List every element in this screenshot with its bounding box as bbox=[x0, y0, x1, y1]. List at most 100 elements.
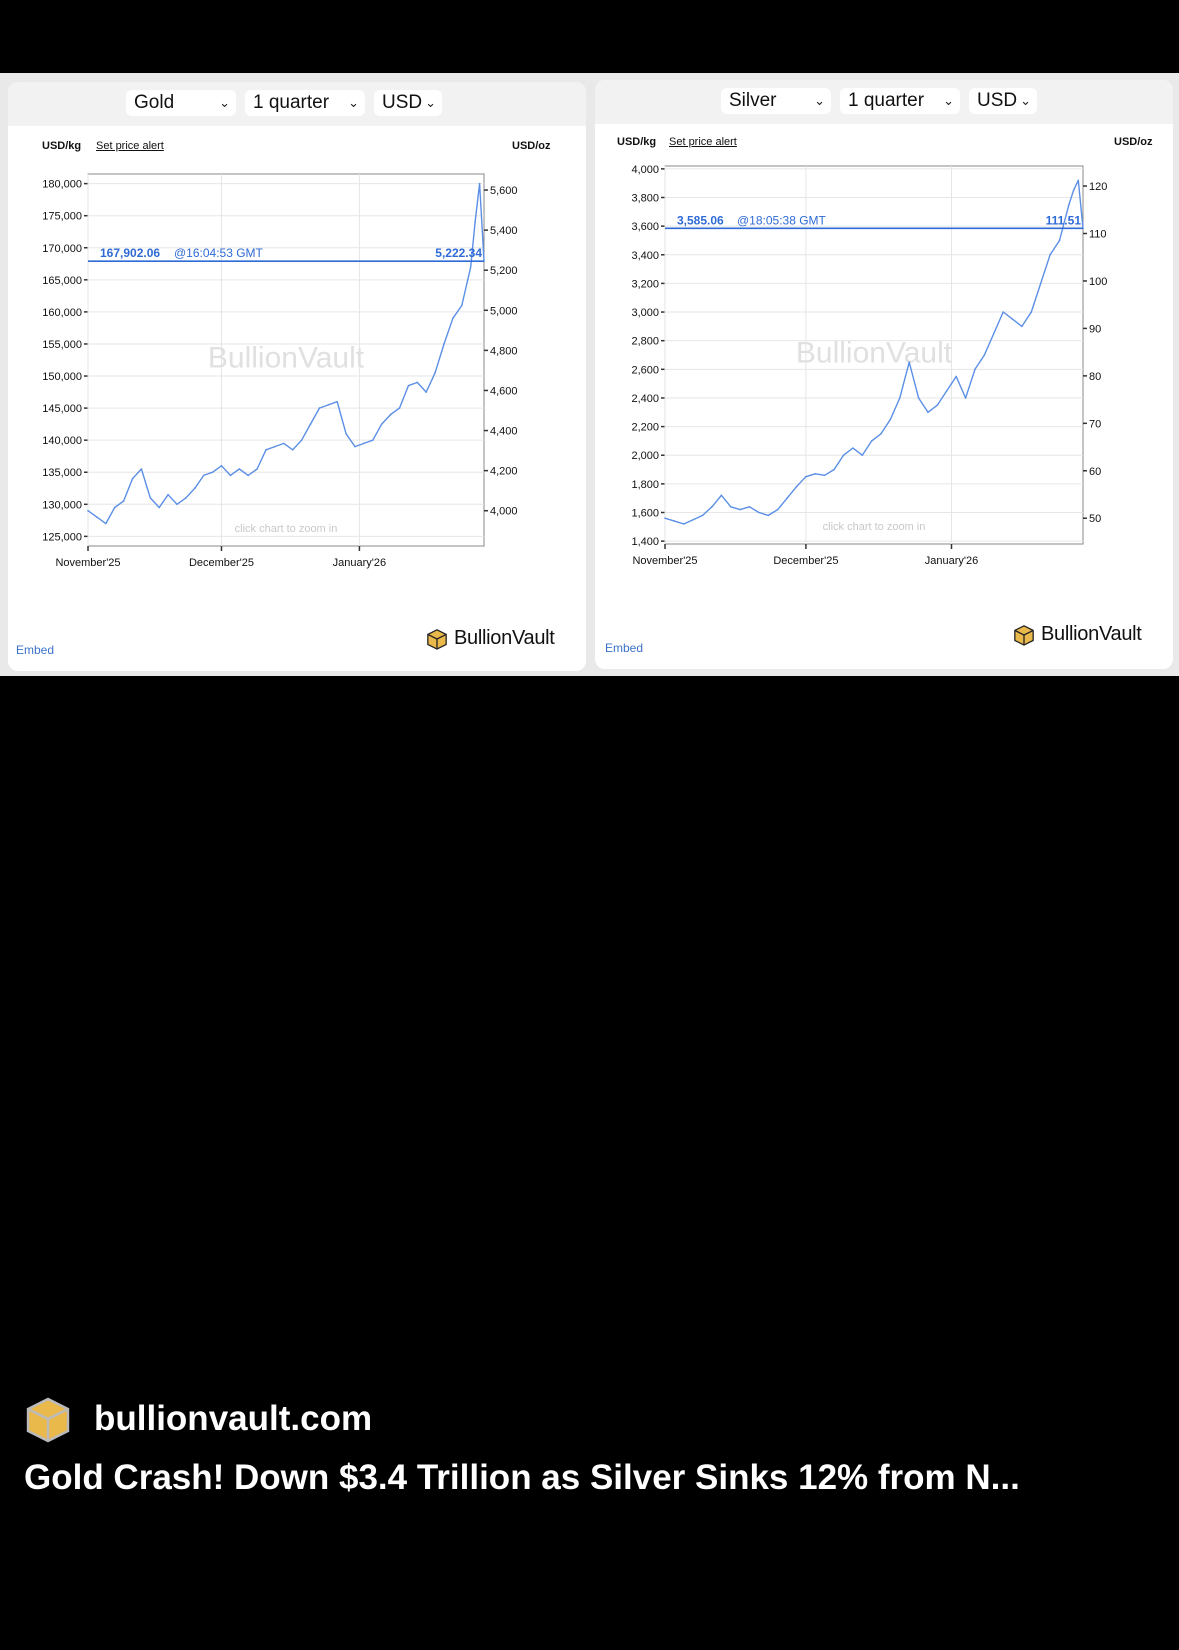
y-tick-label: 125,000 bbox=[42, 531, 82, 543]
data-point bbox=[211, 471, 214, 474]
y-tick-label: 165,000 bbox=[42, 275, 82, 287]
plot-area[interactable] bbox=[87, 173, 485, 547]
data-point bbox=[758, 511, 760, 514]
data-point bbox=[1011, 318, 1014, 321]
embed-link[interactable]: Embed bbox=[16, 643, 55, 657]
data-point bbox=[767, 514, 770, 517]
y2-tick-label: 4,800 bbox=[490, 345, 518, 357]
data-point bbox=[363, 442, 365, 445]
bullionvault-cube-icon bbox=[1014, 624, 1034, 646]
data-point bbox=[814, 473, 817, 475]
y-tick-label: 2,400 bbox=[631, 393, 659, 405]
y-tick-label: 135,000 bbox=[42, 467, 82, 479]
x-tick-label: December'25 bbox=[189, 557, 254, 569]
data-point bbox=[805, 475, 807, 478]
embed-link[interactable]: Embed bbox=[605, 641, 644, 655]
currency-select-value: USD bbox=[977, 90, 1018, 111]
data-point bbox=[474, 221, 476, 223]
data-point bbox=[104, 522, 107, 525]
metal-select[interactable]: Silver ⌄ bbox=[721, 88, 831, 114]
data-point bbox=[889, 418, 892, 421]
data-point bbox=[664, 517, 666, 520]
bullionvault-cube-icon bbox=[427, 628, 447, 650]
chevron-down-icon: ⌄ bbox=[219, 95, 230, 110]
data-point bbox=[1077, 179, 1080, 182]
gold-price-chart[interactable]: 125,000 130,000 135,000 140,000 145,000 150,0… bbox=[8, 162, 586, 632]
data-point bbox=[345, 432, 347, 435]
data-point bbox=[1058, 239, 1061, 242]
data-point bbox=[1049, 253, 1051, 256]
data-point bbox=[229, 474, 232, 477]
brand-logo: BullionVault bbox=[1013, 623, 1142, 646]
data-point bbox=[711, 505, 713, 508]
data-point bbox=[870, 440, 873, 442]
data-point bbox=[908, 361, 911, 363]
y2-tick-label: 4,400 bbox=[490, 426, 518, 438]
data-point bbox=[795, 485, 798, 488]
watermark: BullionVault bbox=[208, 341, 365, 374]
data-point bbox=[354, 445, 356, 448]
data-point bbox=[1030, 311, 1033, 313]
y2-tick-label: 5,000 bbox=[490, 305, 518, 317]
set-price-alert-link[interactable]: Set price alert bbox=[669, 136, 737, 148]
left-axis-unit: USD/kg bbox=[42, 140, 82, 152]
chevron-down-icon: ⌄ bbox=[348, 95, 359, 110]
data-point bbox=[861, 454, 864, 457]
current-price-kg: 3,585.06 bbox=[677, 213, 724, 227]
data-point bbox=[701, 514, 704, 517]
data-point bbox=[274, 445, 276, 448]
chevron-down-icon: ⌄ bbox=[814, 93, 825, 108]
y-tick-label: 3,000 bbox=[631, 307, 659, 319]
y-tick-label: 1,400 bbox=[631, 536, 659, 548]
current-price-kg: 167,902.06 bbox=[100, 246, 160, 260]
data-point bbox=[927, 411, 929, 414]
y-tick-label: 175,000 bbox=[42, 211, 82, 223]
data-point bbox=[899, 397, 901, 399]
period-select[interactable]: 1 quarter ⌄ bbox=[245, 90, 365, 116]
y-tick-label: 3,400 bbox=[631, 250, 659, 262]
y2-tick-label: 4,600 bbox=[490, 385, 518, 397]
data-point bbox=[202, 474, 205, 477]
currency-select[interactable]: USD ⌄ bbox=[374, 90, 442, 116]
y2-tick-label: 5,200 bbox=[490, 265, 518, 277]
zoom-hint: click chart to zoom in bbox=[235, 523, 338, 535]
data-point bbox=[974, 368, 976, 371]
data-point bbox=[371, 439, 374, 441]
data-point bbox=[955, 375, 957, 378]
data-point bbox=[185, 497, 187, 499]
data-point bbox=[122, 500, 125, 502]
silver-price-chart[interactable]: 1,400 1,600 1,800 2,000 2,200 2,400 2,600 2,800… bbox=[595, 160, 1173, 630]
data-point bbox=[748, 505, 751, 508]
data-point bbox=[478, 182, 481, 185]
y2-tick-label: 4,200 bbox=[490, 466, 518, 478]
article-headline[interactable]: Gold Crash! Down $3.4 Trillion as Silver… bbox=[24, 1458, 1020, 1497]
data-point bbox=[265, 448, 267, 451]
y2-tick-label: 110 bbox=[1089, 229, 1107, 241]
data-point bbox=[692, 518, 694, 521]
data-point bbox=[823, 474, 826, 477]
period-select-value: 1 quarter bbox=[848, 90, 925, 111]
link-source[interactable]: bullionvault.com bbox=[24, 1395, 372, 1443]
y2-tick-label: 4,000 bbox=[490, 506, 518, 518]
y-tick-label: 130,000 bbox=[42, 499, 82, 511]
chevron-down-icon: ⌄ bbox=[425, 95, 436, 110]
currency-select[interactable]: USD ⌄ bbox=[969, 88, 1037, 114]
period-select[interactable]: 1 quarter ⌄ bbox=[840, 88, 960, 114]
x-tick-label: November'25 bbox=[632, 555, 697, 567]
data-point bbox=[936, 404, 939, 406]
source-domain: bullionvault.com bbox=[94, 1399, 373, 1438]
y-tick-label: 3,200 bbox=[631, 278, 659, 290]
data-point bbox=[247, 474, 249, 477]
data-point bbox=[256, 468, 258, 470]
data-point bbox=[739, 508, 741, 511]
data-point bbox=[880, 432, 882, 435]
data-point bbox=[96, 516, 98, 518]
data-point bbox=[964, 397, 967, 399]
y-tick-label: 1,800 bbox=[631, 479, 659, 491]
set-price-alert-link[interactable]: Set price alert bbox=[96, 140, 164, 152]
data-point bbox=[1068, 203, 1070, 206]
silver-controls-bar: Silver ⌄ 1 quarter ⌄ USD ⌄ bbox=[595, 80, 1173, 124]
metal-select[interactable]: Gold ⌄ bbox=[126, 90, 236, 116]
data-point bbox=[416, 381, 419, 384]
data-point bbox=[469, 266, 472, 268]
